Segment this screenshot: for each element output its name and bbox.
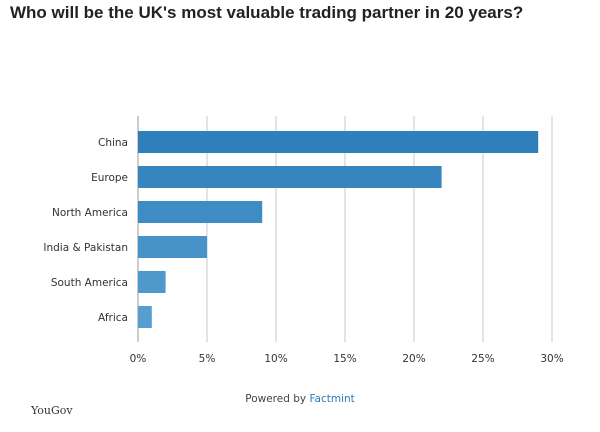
category-label: Africa <box>98 312 128 324</box>
category-label: South America <box>51 277 128 289</box>
x-tick-label: 15% <box>333 353 356 365</box>
x-tick-label: 10% <box>264 353 287 365</box>
x-tick-labels: 0% 5% 10% 15% 20% 25% 30% <box>130 353 564 365</box>
bar[interactable] <box>138 131 539 153</box>
bars <box>138 131 539 328</box>
chart-title: Who will be the UK's most valuable tradi… <box>10 3 524 22</box>
x-tick-label: 0% <box>130 353 147 365</box>
powered-by-prefix: Powered by <box>245 393 310 405</box>
x-tick-label: 5% <box>199 353 216 365</box>
powered-by: Powered by Factmint <box>0 393 600 405</box>
category-label: North America <box>52 207 128 219</box>
category-label: Europe <box>91 172 128 184</box>
source-logo: YouGov <box>31 404 73 417</box>
bar[interactable] <box>138 201 263 223</box>
category-labels: China Europe North America India & Pakistan… <box>43 137 128 324</box>
x-tick-label: 25% <box>471 353 494 365</box>
bar[interactable] <box>138 271 166 293</box>
x-tick-label: 20% <box>402 353 425 365</box>
category-label: India & Pakistan <box>43 242 128 254</box>
factmint-link[interactable]: Factmint <box>309 393 355 405</box>
bar[interactable] <box>138 306 152 328</box>
bar[interactable] <box>138 166 442 188</box>
gridlines <box>137 116 553 342</box>
category-label: China <box>98 137 128 149</box>
bar[interactable] <box>138 236 207 258</box>
x-tick-label: 30% <box>540 353 563 365</box>
